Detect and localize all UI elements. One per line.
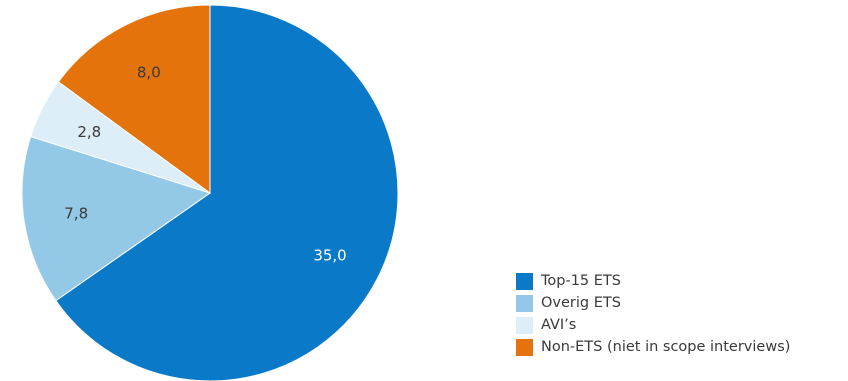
pie-slice-non-ets-niet-in-scope-interviews	[57, 4, 211, 194]
data-label: 2,8	[77, 123, 101, 141]
pie-slice-overig-ets	[21, 135, 212, 302]
pie-slices	[21, 4, 399, 381]
legend-swatch-non-ets	[516, 338, 533, 356]
data-label: 8,0	[137, 63, 161, 81]
pie-data-labels: 35,0 7,8 2,8 8,0	[64, 63, 346, 264]
legend-label: AVI’s	[541, 317, 577, 333]
legend-swatch-overig-ets	[516, 294, 533, 312]
legend-item-avis: AVI’s	[516, 314, 846, 336]
legend-label: Overig ETS	[541, 295, 621, 311]
legend-swatch-avis	[516, 316, 533, 334]
legend: Top-15 ETS Overig ETS AVI’s Non-ETS (nie…	[516, 270, 846, 358]
legend-label: Non-ETS (niet in scope interviews)	[541, 339, 791, 355]
data-label: 7,8	[64, 205, 88, 223]
legend-item-overig-ets: Overig ETS	[516, 292, 846, 314]
data-label: 35,0	[313, 247, 346, 265]
legend-item-non-ets: Non-ETS (niet in scope interviews)	[516, 336, 846, 358]
legend-item-top15-ets: Top-15 ETS	[516, 270, 846, 292]
pie-slice-top-15-ets	[55, 4, 399, 381]
legend-swatch-top15-ets	[516, 272, 533, 290]
legend-label: Top-15 ETS	[541, 273, 621, 289]
